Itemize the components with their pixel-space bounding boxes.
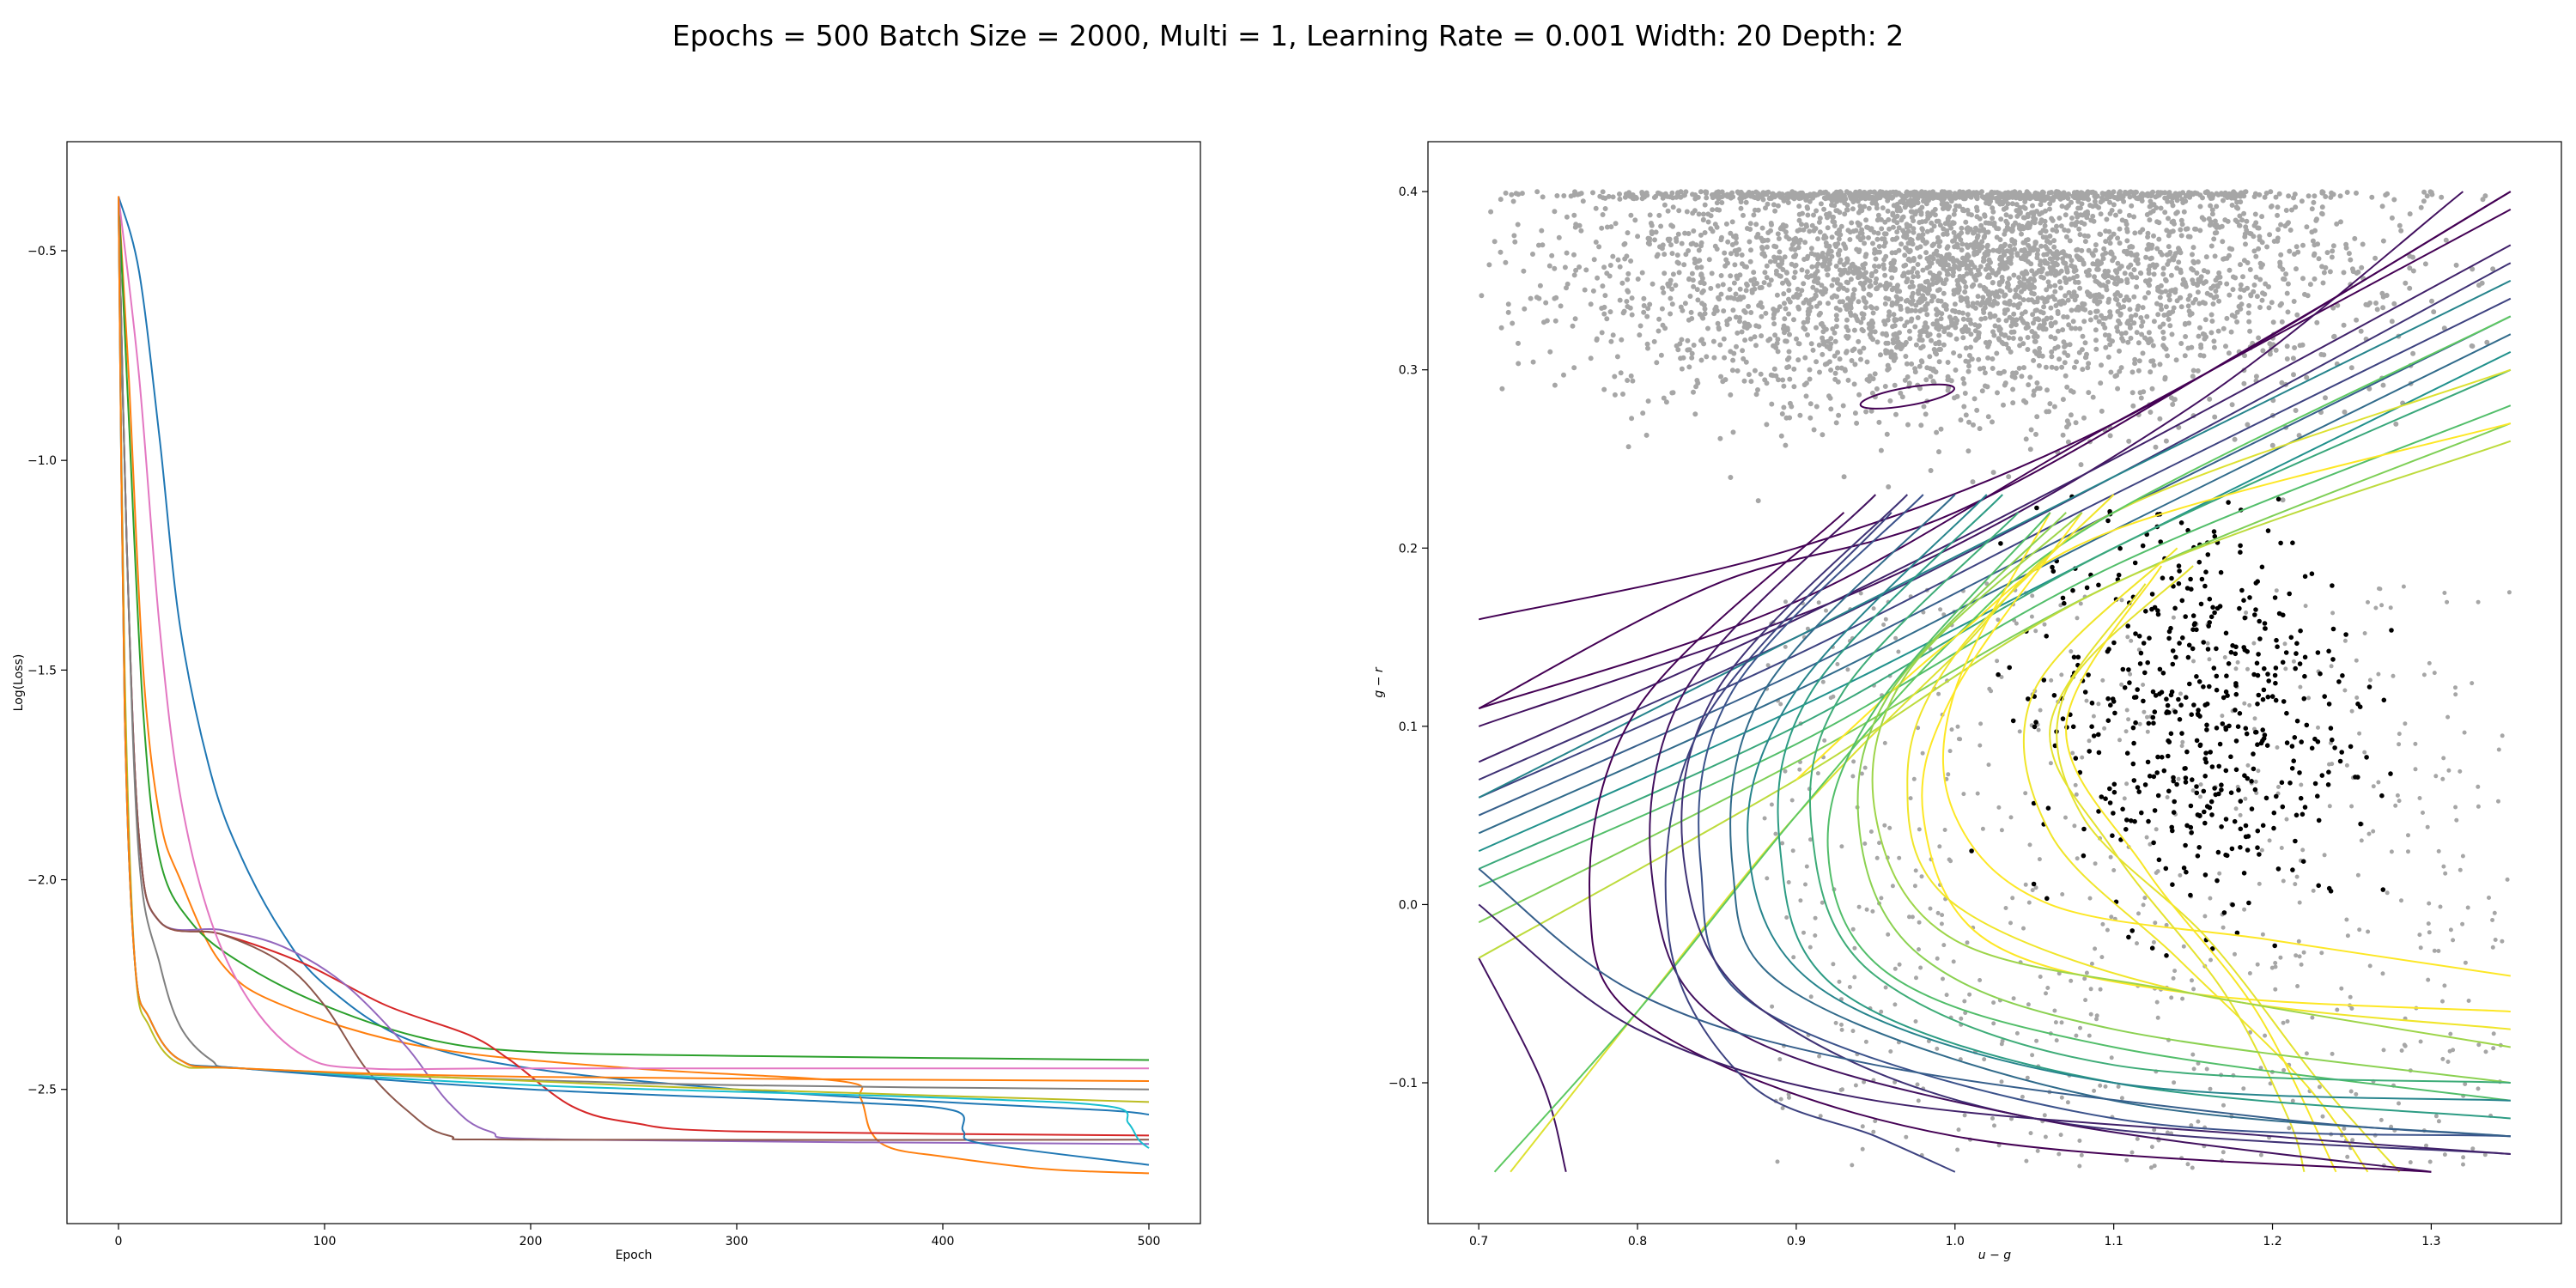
loss-x-label: Epoch	[616, 1249, 653, 1262]
boundary-curve-20	[1921, 512, 2511, 1012]
loss-axes-frame	[66, 141, 1201, 1224]
boundary-curve-13	[1478, 404, 2512, 888]
boundary-curve-35	[1649, 494, 2432, 1173]
y-tick-label: −0.5	[27, 245, 57, 258]
ellipse-contour	[1859, 383, 1955, 410]
cc-y-label: g − r	[1372, 666, 1386, 698]
gray-points	[1479, 189, 2512, 1170]
loss-series-line-1	[118, 196, 1150, 1175]
boundary-curve-1	[1478, 209, 2512, 710]
boundary-curve-18	[1795, 422, 2512, 781]
x-tick-label: 1.2	[2263, 1235, 2281, 1249]
boundary-curve-37	[1664, 512, 1956, 1173]
x-tick-label: 100	[313, 1235, 337, 1249]
y-tick-label: −2.5	[27, 1084, 57, 1097]
loss-x-ticks: 0 100 200 300 400 500	[115, 1224, 1161, 1249]
boundary-curve-19	[1942, 512, 2511, 977]
loss-series-line-6	[118, 196, 1149, 1071]
loss-series-line-3	[118, 196, 1150, 1137]
boundary-curve-6	[1478, 262, 2512, 781]
x-tick-label: 1.1	[2105, 1235, 2123, 1249]
x-tick-label: 300	[726, 1235, 749, 1249]
boundary-curve-31	[1747, 494, 2511, 1102]
loss-series-line-2	[118, 196, 1150, 1061]
x-tick-label: 0.8	[1628, 1235, 1647, 1249]
x-tick-label: 1.3	[2421, 1235, 2440, 1249]
boundary-curve-34	[1680, 494, 2511, 1155]
x-tick-label: 0	[115, 1235, 123, 1249]
cc-x-label: u − g	[1978, 1249, 2012, 1262]
boundary-curve-26	[1871, 512, 2511, 1048]
loss-series-line-5	[118, 196, 1150, 1141]
boundary-curve-27	[1856, 512, 2511, 1084]
boundary-curve-3	[1478, 957, 1567, 1173]
y-tick-label: 0.0	[1399, 898, 1418, 912]
y-tick-label: −0.1	[1388, 1077, 1418, 1091]
boundary-curve-32	[1729, 494, 2511, 1138]
y-tick-label: 0.4	[1399, 185, 1418, 199]
y-tick-label: −1.0	[27, 454, 57, 468]
loss-series-line-11	[118, 196, 1150, 1082]
boundary-curve-23	[2056, 565, 2401, 1173]
loss-y-label: Log(Loss)	[12, 654, 26, 712]
boundary-curve-28	[1826, 512, 2511, 1102]
y-tick-label: −2.0	[27, 874, 57, 888]
boundary-curve-7	[1478, 297, 2512, 799]
loss-series-line-10	[118, 196, 1150, 1166]
cc-x-ticks: 0.7 0.8 0.9 1.0 1.1 1.2 1.3	[1469, 1224, 2441, 1249]
boundary-curve-24	[2049, 583, 2306, 1173]
x-tick-label: 0.7	[1469, 1235, 1488, 1249]
boundary-curve-4	[1478, 191, 2512, 709]
x-tick-label: 200	[519, 1235, 543, 1249]
x-tick-label: 400	[932, 1235, 955, 1249]
x-tick-label: 500	[1138, 1235, 1161, 1249]
boundary-curve-10	[1478, 280, 2512, 799]
boundary-curve-39	[1478, 868, 2511, 1138]
cc-y-ticks: 0.4 0.3 0.2 0.1 0.0 −0.1	[1388, 185, 1428, 1091]
loss-series-group	[118, 196, 1150, 1175]
gray-points-group	[1479, 189, 2512, 1170]
loss-series-line-9	[118, 196, 1150, 1149]
boundary-curve-22	[2022, 547, 2369, 1173]
y-tick-label: 0.2	[1399, 542, 1418, 556]
boundary-curve-21	[1906, 494, 2511, 1030]
boundary-curve-33	[1698, 494, 2511, 1138]
x-tick-label: 1.0	[1946, 1235, 1965, 1249]
boundary-curve-12	[1478, 368, 2512, 870]
boundary-curve-36	[1589, 512, 2432, 1173]
boundary-curve-8	[1478, 315, 2512, 817]
loss-series-line-0	[118, 196, 1150, 1115]
loss-y-ticks: −0.5 −1.0 −1.5 −2.0 −2.5	[27, 245, 67, 1097]
figure-title: Epochs = 500 Batch Size = 2000, Multi = …	[672, 19, 1904, 52]
y-tick-label: 0.3	[1399, 364, 1418, 378]
boundary-curve-2	[1478, 191, 2464, 727]
color-color-panel: 0.7 0.8 0.9 1.0 1.1 1.2 1.3 0.4 0.3 0.2 0.1 0.0 −0.…	[1372, 141, 2562, 1262]
x-tick-label: 0.9	[1787, 1235, 1806, 1249]
loss-panel: 0 100 200 300 400 500 −0.5 −1.0 −1.5 −2.0 −2.5 Ep…	[12, 141, 1201, 1262]
boundary-curves-group	[1478, 191, 2512, 1173]
boundary-curve-25	[2065, 565, 2337, 1173]
cc-axes-frame	[1427, 141, 2562, 1224]
boundary-curve-38	[1478, 903, 2511, 1155]
y-tick-label: −1.5	[27, 664, 57, 677]
boundary-curve-29	[1808, 512, 2511, 1084]
loss-series-line-8	[118, 196, 1150, 1103]
boundary-curve-30	[1777, 494, 2511, 1120]
boundary-curve-5	[1478, 244, 2512, 763]
boundary-curve-9	[1478, 333, 2512, 835]
y-tick-label: 0.1	[1399, 720, 1418, 734]
boundary-curve-11	[1478, 351, 2512, 853]
loss-series-line-7	[118, 196, 1150, 1091]
boundary-curve-14	[1478, 422, 2512, 924]
boundary-curve-15	[1478, 440, 2512, 959]
